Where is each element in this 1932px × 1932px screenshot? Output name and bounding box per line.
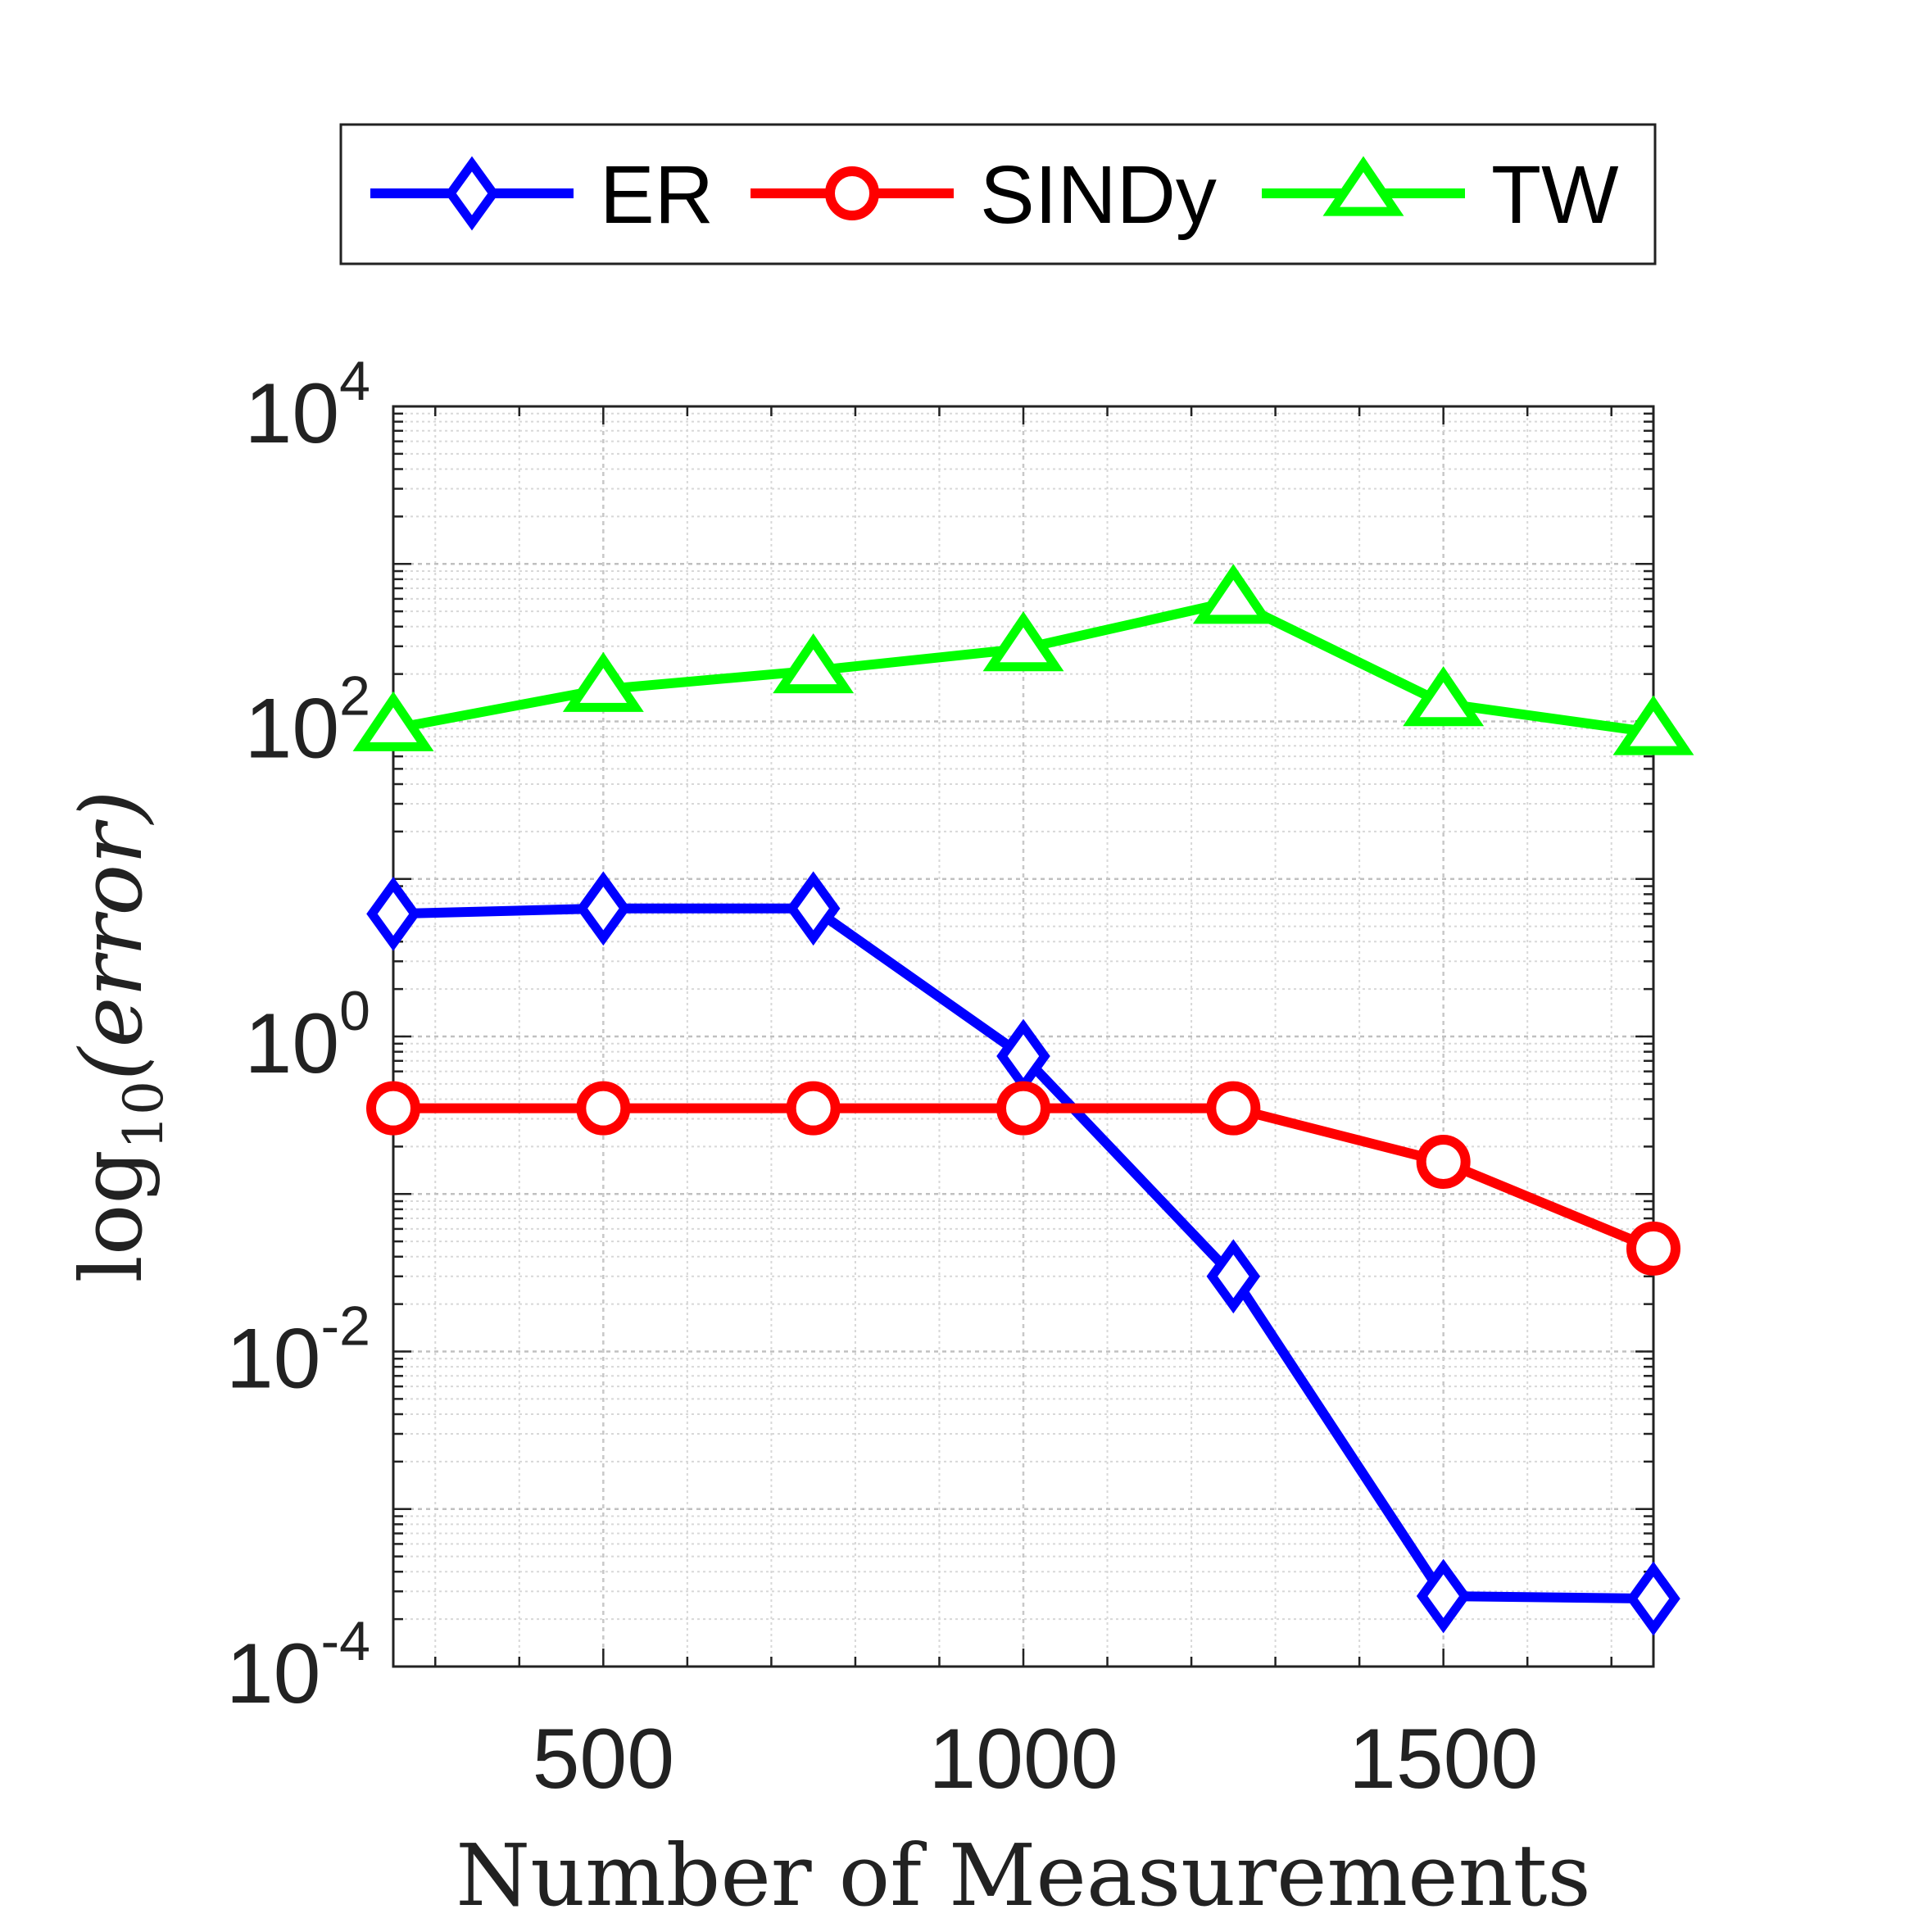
legend-swatch-marker [445,156,499,231]
data-point-er [576,871,631,946]
legend-swatch-marker [825,166,879,220]
y-axis-label-argument: (error) [61,791,161,1081]
data-point-sindy [786,1081,841,1136]
legend-swatch-marker [1322,156,1404,216]
y-axis-label: log10(error) [61,791,175,1283]
y-tick-label: 102 [244,665,370,777]
data-point-er [1416,1558,1471,1634]
series-tw [352,564,1694,755]
data-point-er [366,877,420,951]
y-axis-label-prefix: log [61,1150,161,1282]
legend-label: SINDy [980,149,1217,241]
data-point-tw [773,633,855,694]
y-tick-label: 10-2 [226,1295,370,1407]
y-axis-label-subscript: 10 [112,1081,175,1150]
series-sindy [366,1081,1680,1276]
data-point-tw [1192,564,1274,624]
x-tick-label: 500 [533,1712,675,1807]
legend-label: ER [600,149,714,241]
x-tick-label: 1000 [928,1712,1118,1807]
data-point-tw [352,691,434,751]
data-point-tw [982,611,1064,672]
data-point-tw [562,651,644,712]
data-point-sindy [1206,1081,1261,1136]
x-axis-label: Number of Measurements [456,1825,1591,1925]
data-point-tw [1612,695,1694,755]
legend-item-er: ER [370,149,714,241]
data-point-sindy [366,1081,420,1136]
y-tick-label: 10-4 [226,1610,370,1721]
data-point-sindy [1626,1221,1680,1276]
data-point-er [786,871,841,946]
legend-item-sindy: SINDy [751,149,1217,241]
x-tick-label: 1500 [1349,1712,1538,1807]
data-point-er [1206,1239,1261,1314]
data-point-sindy [576,1081,631,1136]
data-point-sindy [996,1081,1050,1136]
svg-text:log10(error): log10(error) [61,791,175,1283]
tick-labels: 500 1000 1500 10-4 10-2 100 102 104 [226,350,1539,1807]
legend-item-tw: TW [1262,149,1619,241]
legend: ER SINDy TW [339,123,1657,265]
y-tick-label: 104 [244,350,370,461]
y-tick-label: 100 [244,980,370,1091]
data-point-er [1626,1561,1680,1636]
data-point-sindy [1416,1135,1471,1190]
legend-label: TW [1491,149,1619,241]
series [352,564,1694,1636]
series-er [366,871,1680,1636]
data-point-tw [1403,666,1485,727]
